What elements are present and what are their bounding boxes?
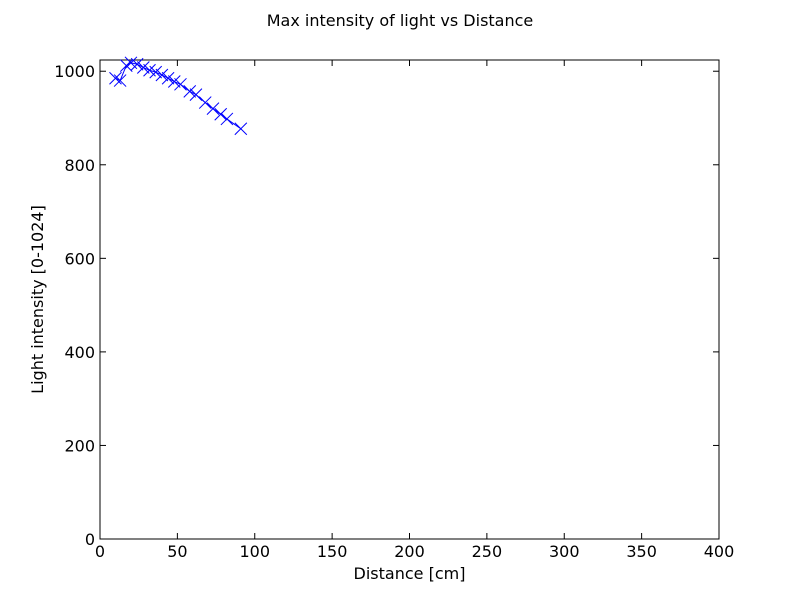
data-point xyxy=(234,122,248,136)
x-tick-label: 250 xyxy=(472,542,503,561)
data-point xyxy=(198,96,212,109)
y-axis-label: Light intensity [0-1024] xyxy=(28,205,47,394)
data-point xyxy=(136,61,150,74)
data-point xyxy=(206,102,220,116)
plot-area xyxy=(99,59,720,540)
x-tick-label: 300 xyxy=(549,542,580,561)
data-point xyxy=(161,71,175,85)
data-point xyxy=(155,68,169,82)
data-point xyxy=(130,57,144,71)
chart-title: Max intensity of light vs Distance xyxy=(267,11,534,30)
y-tick-label: 200 xyxy=(64,436,95,455)
x-tick-label: 200 xyxy=(394,542,425,561)
x-tick-label: 50 xyxy=(167,542,187,561)
data-point xyxy=(189,88,203,101)
data-point xyxy=(214,107,228,121)
data-point xyxy=(149,65,163,79)
x-axis-ticks: 0 50 100 150 200 250 300 350 400 xyxy=(95,60,734,561)
x-tick-label: 100 xyxy=(239,542,270,561)
x-tick-label: 150 xyxy=(317,542,348,561)
data-point xyxy=(167,75,181,88)
y-tick-label: 1000 xyxy=(54,62,95,81)
y-axis-ticks: 0 200 400 600 800 1000 xyxy=(54,62,719,549)
y-tick-label: 400 xyxy=(64,343,95,362)
x-tick-label: 350 xyxy=(626,542,657,561)
y-tick-label: 800 xyxy=(64,156,95,175)
data-point xyxy=(109,71,122,85)
data-point xyxy=(183,84,197,98)
data-point xyxy=(220,112,234,126)
x-tick-label: 0 xyxy=(95,542,105,561)
y-tick-label: 600 xyxy=(64,249,95,268)
x-axis-label: Distance [cm] xyxy=(354,564,466,583)
y-tick-label: 0 xyxy=(85,530,95,549)
x-tick-label: 400 xyxy=(704,542,735,561)
data-point xyxy=(174,77,187,91)
series-group xyxy=(109,56,248,136)
data-point xyxy=(113,74,127,87)
